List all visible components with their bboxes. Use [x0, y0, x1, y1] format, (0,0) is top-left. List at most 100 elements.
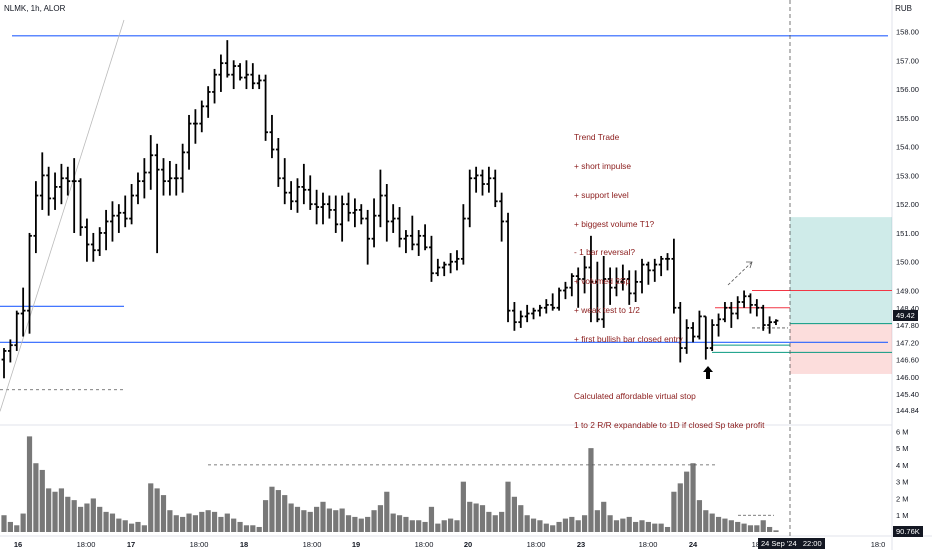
volume-bar — [626, 516, 632, 532]
ohlc-bar — [199, 100, 205, 133]
volume-bar — [741, 523, 747, 532]
volume-bar — [639, 520, 645, 532]
volume-bar — [416, 520, 422, 532]
volume-bar — [224, 513, 230, 532]
volume-bar — [192, 515, 198, 532]
trade-annotation[interactable]: Trend Trade + short impulse + support le… — [574, 114, 764, 440]
ohlc-bar — [735, 296, 741, 320]
annotation-line: Calculated affordable virtual stop — [574, 391, 696, 402]
ohlc-bar — [384, 184, 390, 242]
ohlc-bar — [224, 40, 230, 78]
ohlc-bar — [467, 169, 473, 228]
ohlc-bar — [180, 143, 186, 193]
volume-bar — [218, 516, 224, 532]
volume-bar — [116, 518, 122, 532]
volume-tick-label: 6 M — [896, 427, 909, 436]
ohlc-bar — [543, 299, 549, 314]
volume-bar — [288, 503, 294, 532]
volume-bar — [543, 523, 549, 532]
ohlc-bar — [186, 114, 192, 170]
ohlc-bar — [365, 209, 371, 265]
ohlc-bar — [263, 74, 268, 141]
volume-bar — [671, 491, 677, 532]
annotation-line: 1 to 2 R/R expandable to 1D if closed Sp… — [574, 420, 765, 430]
volume-bar — [20, 513, 26, 532]
ohlc-bar — [39, 152, 45, 210]
ohlc-bar — [690, 322, 696, 343]
ohlc-bar — [320, 192, 326, 225]
volume-bar — [722, 518, 728, 532]
volume-bar — [441, 520, 447, 532]
volume-bar — [301, 510, 307, 532]
volume-bar — [460, 481, 466, 532]
ohlc-bar — [626, 270, 632, 305]
ohlc-bar — [33, 181, 39, 254]
volume-bar — [454, 520, 460, 532]
ohlc-bar — [480, 169, 485, 196]
volume-bar — [84, 503, 90, 532]
ohlc-bar — [122, 195, 128, 228]
time-tick-label: 19 — [352, 540, 360, 549]
volume-bar — [524, 515, 530, 532]
volume-bar — [173, 515, 179, 532]
ohlc-bar — [665, 253, 670, 271]
volume-bar — [58, 488, 65, 532]
volume-bar — [594, 510, 600, 532]
ohlc-bar — [352, 198, 358, 228]
ohlc-bar — [295, 178, 300, 213]
annotation-line: + biggest volume T1? — [574, 218, 655, 229]
time-tick-label: 17 — [127, 540, 135, 549]
volume-bar — [358, 518, 364, 532]
ohlc-bar — [390, 204, 396, 233]
trend-line — [0, 19, 125, 412]
ohlc-bar — [422, 224, 428, 251]
volume-bar — [518, 505, 524, 532]
ohlc-bar — [275, 137, 281, 187]
ohlc-bar — [161, 158, 166, 196]
time-tick-label: 23 — [577, 540, 585, 549]
volume-bar — [269, 486, 275, 532]
volume-tick-label: 3 M — [896, 478, 909, 487]
annotation-line: Trend Trade — [574, 132, 620, 143]
ohlc-bar — [167, 161, 173, 196]
ohlc-bar — [52, 172, 58, 210]
ohlc-bar — [722, 302, 728, 323]
volume-bar — [754, 525, 760, 532]
volume-bar — [180, 516, 186, 532]
volume-bar — [403, 516, 409, 532]
entry-arrow-icon — [703, 366, 713, 379]
ohlc-bar — [460, 204, 466, 265]
ohlc-bar — [314, 189, 320, 225]
volume-bar — [26, 436, 33, 532]
ohlc-bar — [59, 163, 64, 205]
time-tick-label: 18:00 — [527, 540, 546, 549]
time-tick-label: 20 — [464, 540, 472, 549]
ohlc-bar — [652, 258, 658, 282]
volume-bar — [167, 510, 173, 532]
price-tick-label: 153.00 — [896, 171, 919, 180]
price-tick-label: 156.00 — [896, 85, 919, 94]
volume-bar — [562, 518, 569, 532]
volume-bar — [588, 448, 594, 532]
volume-bar — [46, 488, 52, 532]
time-tick-label: 18:00 — [415, 540, 434, 549]
ohlc-bar — [326, 195, 332, 219]
volume-bar — [728, 520, 734, 532]
ohlc-bar — [135, 172, 141, 205]
price-tick-label: 150.00 — [896, 258, 919, 267]
volume-bar — [556, 521, 562, 532]
volume-bar — [492, 515, 498, 532]
volume-bar — [129, 523, 135, 532]
volume-bar — [122, 520, 128, 532]
ohlc-bar — [116, 204, 122, 233]
ohlc-bar — [97, 227, 103, 256]
ohlc-bar — [333, 195, 339, 233]
ohlc-bar — [218, 54, 224, 92]
ohlc-bar — [486, 166, 492, 193]
volume-bar — [735, 521, 741, 532]
price-tick-label: 157.00 — [896, 56, 919, 65]
annotation-line: - 1 bar reversal? — [574, 247, 635, 258]
ohlc-bar — [65, 166, 71, 196]
symbol-header[interactable]: NLMK, 1h, ALOR — [4, 4, 66, 13]
